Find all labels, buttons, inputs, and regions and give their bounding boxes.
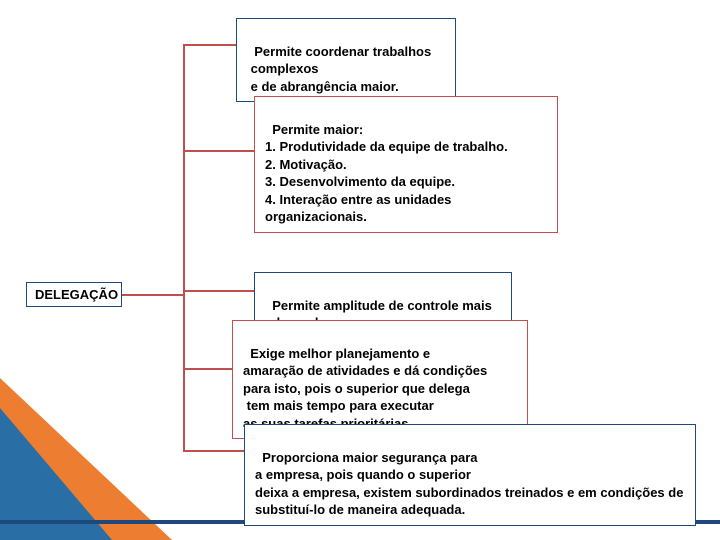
- connector-branch-2: [183, 290, 254, 292]
- root-label: DELEGAÇÃO: [35, 287, 118, 302]
- connector-root-branch: [122, 294, 184, 296]
- connector-trunk: [183, 44, 185, 452]
- connector-branch-3: [183, 368, 232, 370]
- child-text-1: Permite maior: 1. Produtividade da equip…: [265, 122, 508, 225]
- connector-branch-4: [183, 450, 244, 452]
- child-text-0: Permite coordenar trabalhos complexos e …: [247, 44, 431, 94]
- connector-branch-0: [183, 44, 236, 46]
- child-text-4: Proporciona maior segurança para a empre…: [255, 450, 687, 518]
- child-node-4: Proporciona maior segurança para a empre…: [244, 424, 696, 526]
- child-text-3: Exige melhor planejamento e amaração de …: [243, 346, 491, 431]
- child-node-3: Exige melhor planejamento e amaração de …: [232, 320, 528, 439]
- child-node-1: Permite maior: 1. Produtividade da equip…: [254, 96, 558, 233]
- connector-branch-1: [183, 150, 254, 152]
- child-node-0: Permite coordenar trabalhos complexos e …: [236, 18, 456, 102]
- root-node: DELEGAÇÃO: [26, 282, 122, 307]
